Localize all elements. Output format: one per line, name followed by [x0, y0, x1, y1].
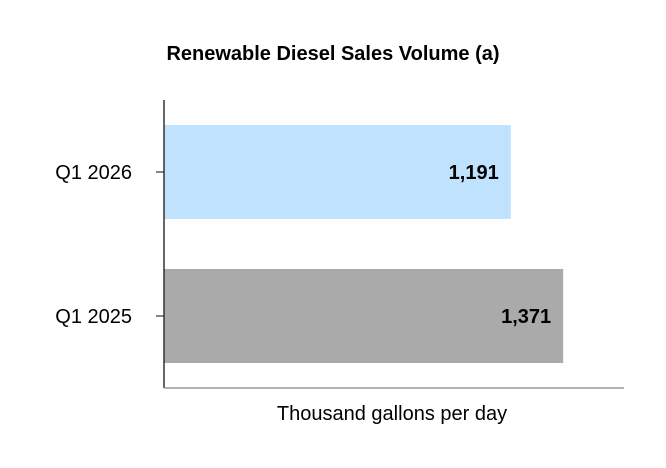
- category-label-q1-2025: Q1 2025: [55, 306, 132, 328]
- x-axis-title: Thousand gallons per day: [277, 403, 507, 425]
- axes-layer: [163, 100, 624, 389]
- labels-layer: Q1 2026 1,191 Q1 2025 1,371: [55, 162, 551, 328]
- data-label-q1-2026: 1,191: [449, 162, 499, 184]
- bar-q1-2025: [164, 269, 564, 363]
- bars-layer: [164, 125, 564, 363]
- category-label-q1-2026: Q1 2026: [55, 162, 132, 184]
- chart-title: Renewable Diesel Sales Volume (a): [166, 43, 499, 65]
- bar-q1-2026: [164, 125, 511, 219]
- data-label-q1-2025: 1,371: [501, 306, 551, 328]
